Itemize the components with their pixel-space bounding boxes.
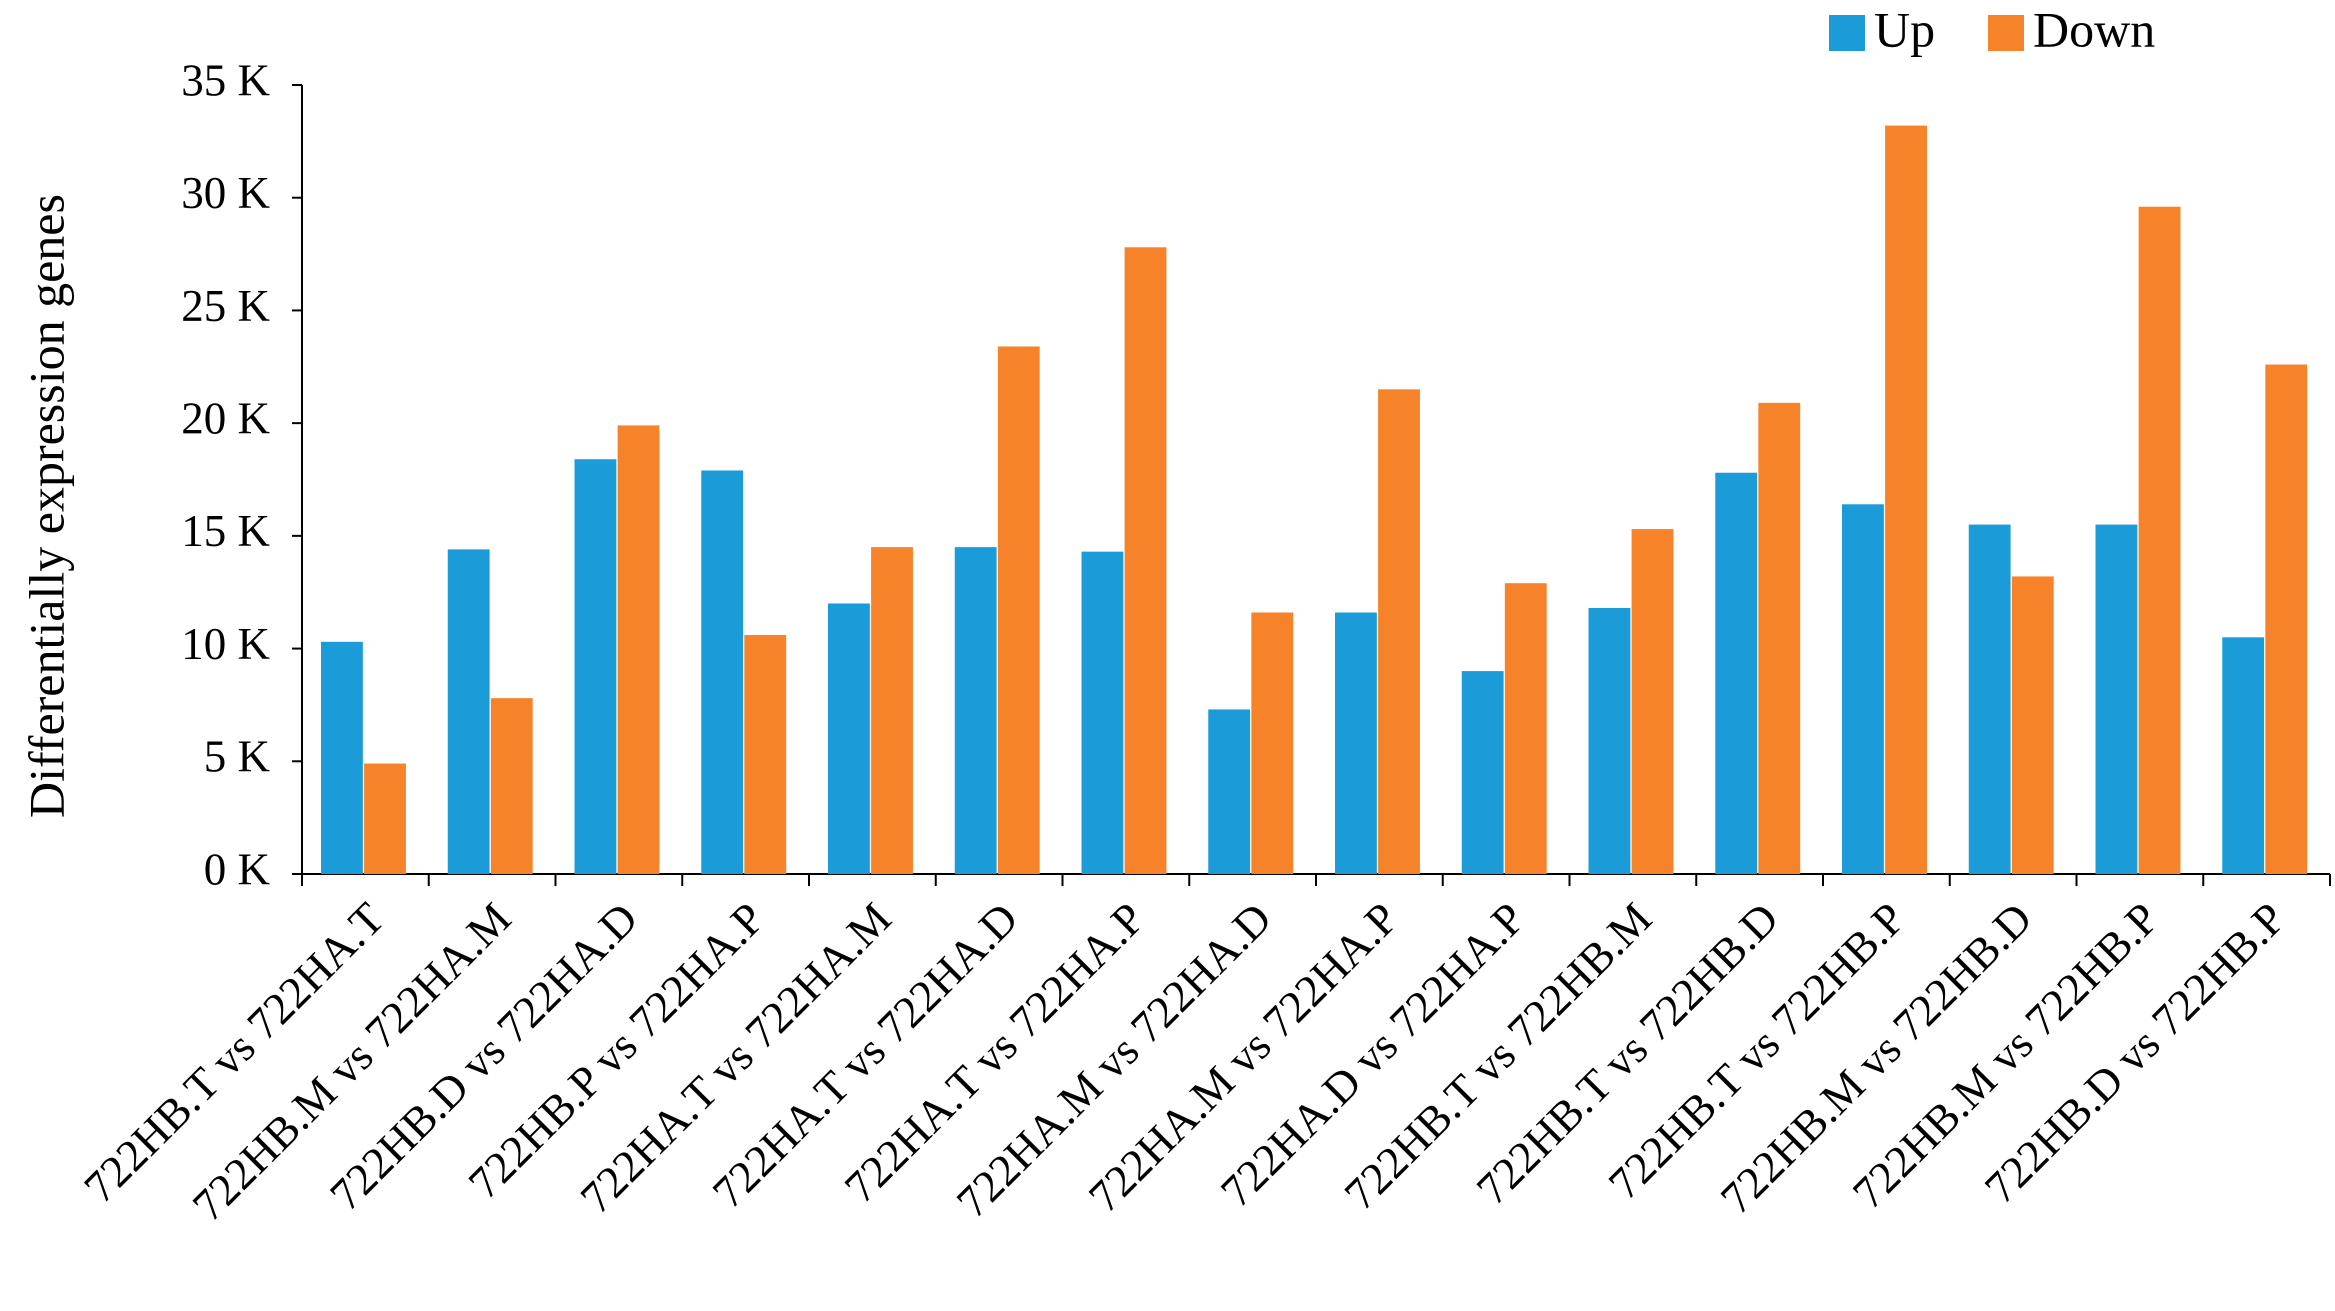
- bar: [2095, 524, 2138, 874]
- bar: [1461, 671, 1504, 874]
- bar: [828, 603, 870, 874]
- y-tick-label: 30 K: [181, 168, 270, 218]
- legend-swatch: [1988, 15, 2024, 51]
- bar: [744, 635, 787, 874]
- bar: [1968, 524, 2011, 874]
- bar: [1715, 472, 1758, 874]
- bar: [1251, 612, 1294, 874]
- bar: [1504, 583, 1547, 874]
- legend-swatch: [1829, 15, 1865, 51]
- bar: [2138, 206, 2181, 874]
- bar: [447, 549, 490, 874]
- bar: [490, 698, 533, 874]
- bar: [1378, 389, 1420, 874]
- bar: [617, 425, 660, 874]
- legend-label: Down: [2033, 1, 2155, 57]
- bar: [871, 547, 913, 874]
- y-tick-label: 5 K: [204, 732, 271, 782]
- y-axis-title: Differentially expression genes: [18, 194, 74, 818]
- y-tick-label: 10 K: [181, 619, 270, 669]
- bar: [1208, 709, 1251, 874]
- legend-label: Up: [1874, 1, 1935, 57]
- bar: [2265, 364, 2308, 874]
- bar: [1631, 529, 1674, 874]
- y-tick-label: 35 K: [181, 55, 270, 105]
- bar: [1081, 551, 1124, 874]
- bar: [1885, 125, 1927, 874]
- y-tick-label: 15 K: [181, 506, 270, 556]
- bar: [2222, 637, 2265, 874]
- bar: [321, 641, 363, 874]
- y-tick-label: 25 K: [181, 281, 270, 331]
- bar: [574, 459, 617, 874]
- bar: [701, 470, 744, 874]
- bar: [1124, 247, 1167, 874]
- bar: [1335, 612, 1377, 874]
- bar: [2011, 576, 2054, 874]
- bar: [954, 547, 997, 874]
- bar: [1842, 504, 1884, 874]
- bar: [997, 346, 1040, 874]
- bar: [1588, 607, 1631, 874]
- y-tick-label: 20 K: [181, 393, 270, 443]
- y-tick-label: 0 K: [204, 844, 271, 894]
- bar: [1758, 402, 1801, 874]
- bar: [364, 763, 406, 874]
